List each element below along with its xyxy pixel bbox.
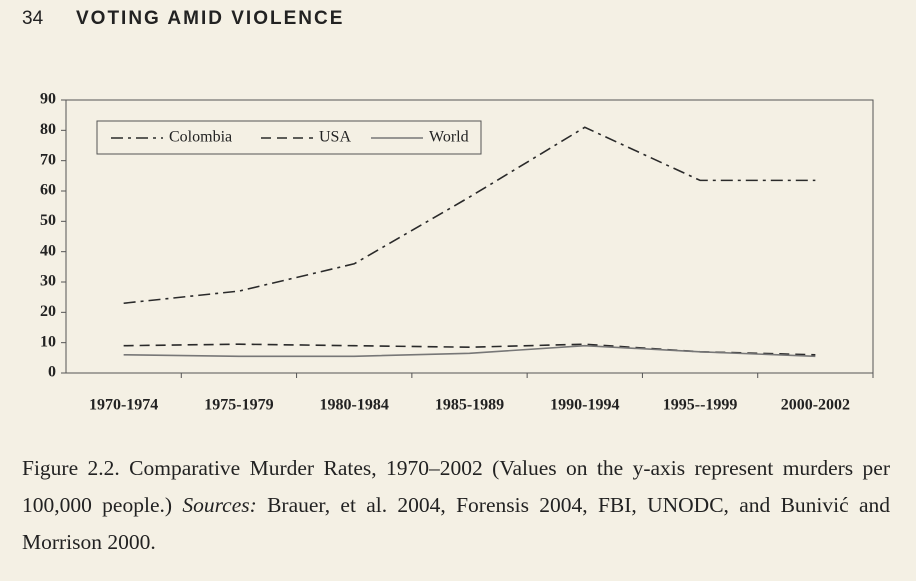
caption: Figure 2.2. Comparative Murder Rates, 19… (22, 450, 890, 561)
x-tick-label: 1995--1999 (663, 397, 738, 414)
y-tick-label: 80 (40, 121, 56, 138)
x-tick-label: 1975-1979 (204, 397, 273, 414)
y-tick-label: 50 (40, 212, 56, 229)
series-line (123, 126, 816, 305)
legend-label: Colombia (169, 129, 232, 146)
sources-label: Sources: (182, 493, 257, 517)
page-number: 34 (22, 8, 44, 29)
legend-box (96, 120, 482, 155)
y-tick-label: 20 (40, 303, 56, 320)
y-tick-label: 60 (40, 182, 56, 199)
x-tick-label: 1990-1994 (550, 397, 619, 414)
x-tick-label: 2000-2002 (781, 397, 850, 414)
y-tick-label: 10 (40, 333, 56, 350)
legend-label: USA (319, 129, 351, 146)
running-title: VOTING AMID VIOLENCE (76, 8, 345, 29)
x-tick-label: 1970-1974 (89, 397, 158, 414)
x-tick-label: 1985-1989 (435, 397, 504, 414)
chart: 0 10 20 30 40 50 60 70 80 90 1970-1974 1975-1979 198… (40, 91, 874, 414)
y-tick-label: 90 (40, 91, 56, 108)
y-tick-label: 40 (40, 242, 56, 259)
y-tick-label: 30 (40, 273, 56, 290)
series-line (123, 344, 816, 358)
plot-frame (65, 99, 874, 374)
x-tick-label: 1980-1984 (320, 397, 389, 414)
legend-label: World (429, 129, 469, 146)
caption-text: Figure 2.2. Comparative Murder Rates, 19… (22, 456, 890, 517)
y-tick-label: 0 (48, 364, 56, 381)
y-tick-label: 70 (40, 151, 56, 168)
caption-text: Brauer, et al. 2004, Forensis 2004, FBI,… (22, 493, 891, 554)
